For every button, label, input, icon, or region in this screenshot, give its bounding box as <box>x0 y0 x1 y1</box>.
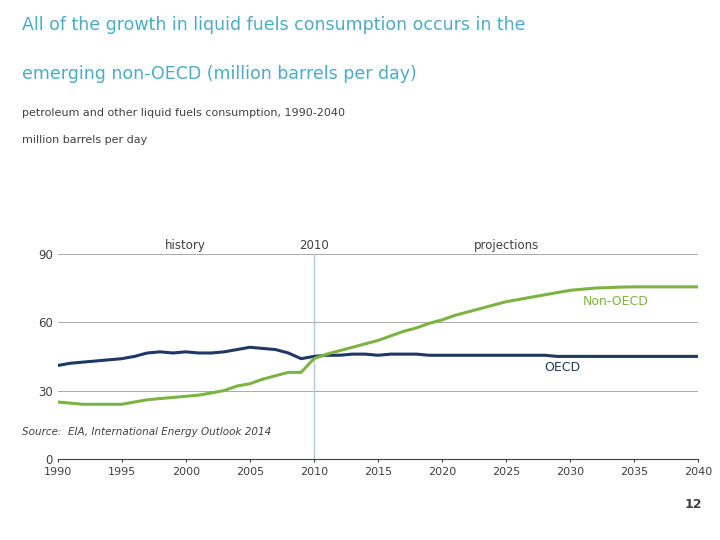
Text: Source:  EIA, International Energy Outlook 2014: Source: EIA, International Energy Outloo… <box>22 427 271 437</box>
Text: emerging non-OECD (million barrels per day): emerging non-OECD (million barrels per d… <box>22 65 416 83</box>
Text: 2010: 2010 <box>299 239 329 252</box>
Text: Non-OECD: Non-OECD <box>583 295 649 308</box>
Text: projections: projections <box>474 239 539 252</box>
Text: OECD: OECD <box>544 361 581 374</box>
Text: 12: 12 <box>685 498 702 511</box>
Text: petroleum and other liquid fuels consumption, 1990-2040: petroleum and other liquid fuels consump… <box>22 108 345 118</box>
Text: June 2015: June 2015 <box>65 515 114 525</box>
Text: million barrels per day: million barrels per day <box>22 135 147 145</box>
Text: Lower oil prices and the energy outlook: Lower oil prices and the energy outlook <box>65 491 258 502</box>
Circle shape <box>629 498 720 511</box>
Text: history: history <box>166 239 206 252</box>
Text: All of the growth in liquid fuels consumption occurs in the: All of the growth in liquid fuels consum… <box>22 16 525 34</box>
